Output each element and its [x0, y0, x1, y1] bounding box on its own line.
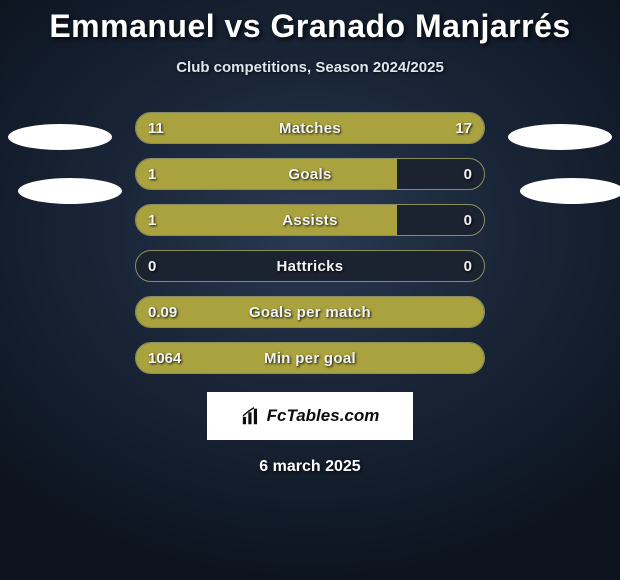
stat-bar-label: Goals	[136, 159, 484, 189]
stat-bar-label: Hattricks	[136, 251, 484, 281]
page-title: Emmanuel vs Granado Manjarrés	[0, 8, 620, 45]
stat-bar-label: Min per goal	[136, 343, 484, 373]
stat-bar-row: 0.09Goals per match	[135, 296, 485, 328]
stat-bar-label: Matches	[136, 113, 484, 143]
fctables-logo[interactable]: FcTables.com	[207, 392, 413, 440]
stat-bar-label: Goals per match	[136, 297, 484, 327]
stat-bars: 11Matches171Goals01Assists00Hattricks00.…	[0, 112, 620, 374]
stat-bar-row: 11Matches17	[135, 112, 485, 144]
stat-bar-label: Assists	[136, 205, 484, 235]
snapshot-date: 6 march 2025	[0, 458, 620, 476]
comparison-card: Emmanuel vs Granado Manjarrés Club compe…	[0, 0, 620, 580]
chart-icon	[241, 405, 263, 427]
stat-bar-right-value: 0	[464, 159, 472, 189]
stat-bar-right-value: 0	[464, 251, 472, 281]
stat-bar-row: 1Goals0	[135, 158, 485, 190]
fctables-logo-text: FcTables.com	[267, 406, 380, 426]
stat-bar-right-value: 17	[455, 113, 472, 143]
stat-bar-right-value: 0	[464, 205, 472, 235]
stat-bar-row: 1Assists0	[135, 204, 485, 236]
stat-bar-row: 0Hattricks0	[135, 250, 485, 282]
page-subtitle: Club competitions, Season 2024/2025	[0, 59, 620, 76]
stat-bar-row: 1064Min per goal	[135, 342, 485, 374]
